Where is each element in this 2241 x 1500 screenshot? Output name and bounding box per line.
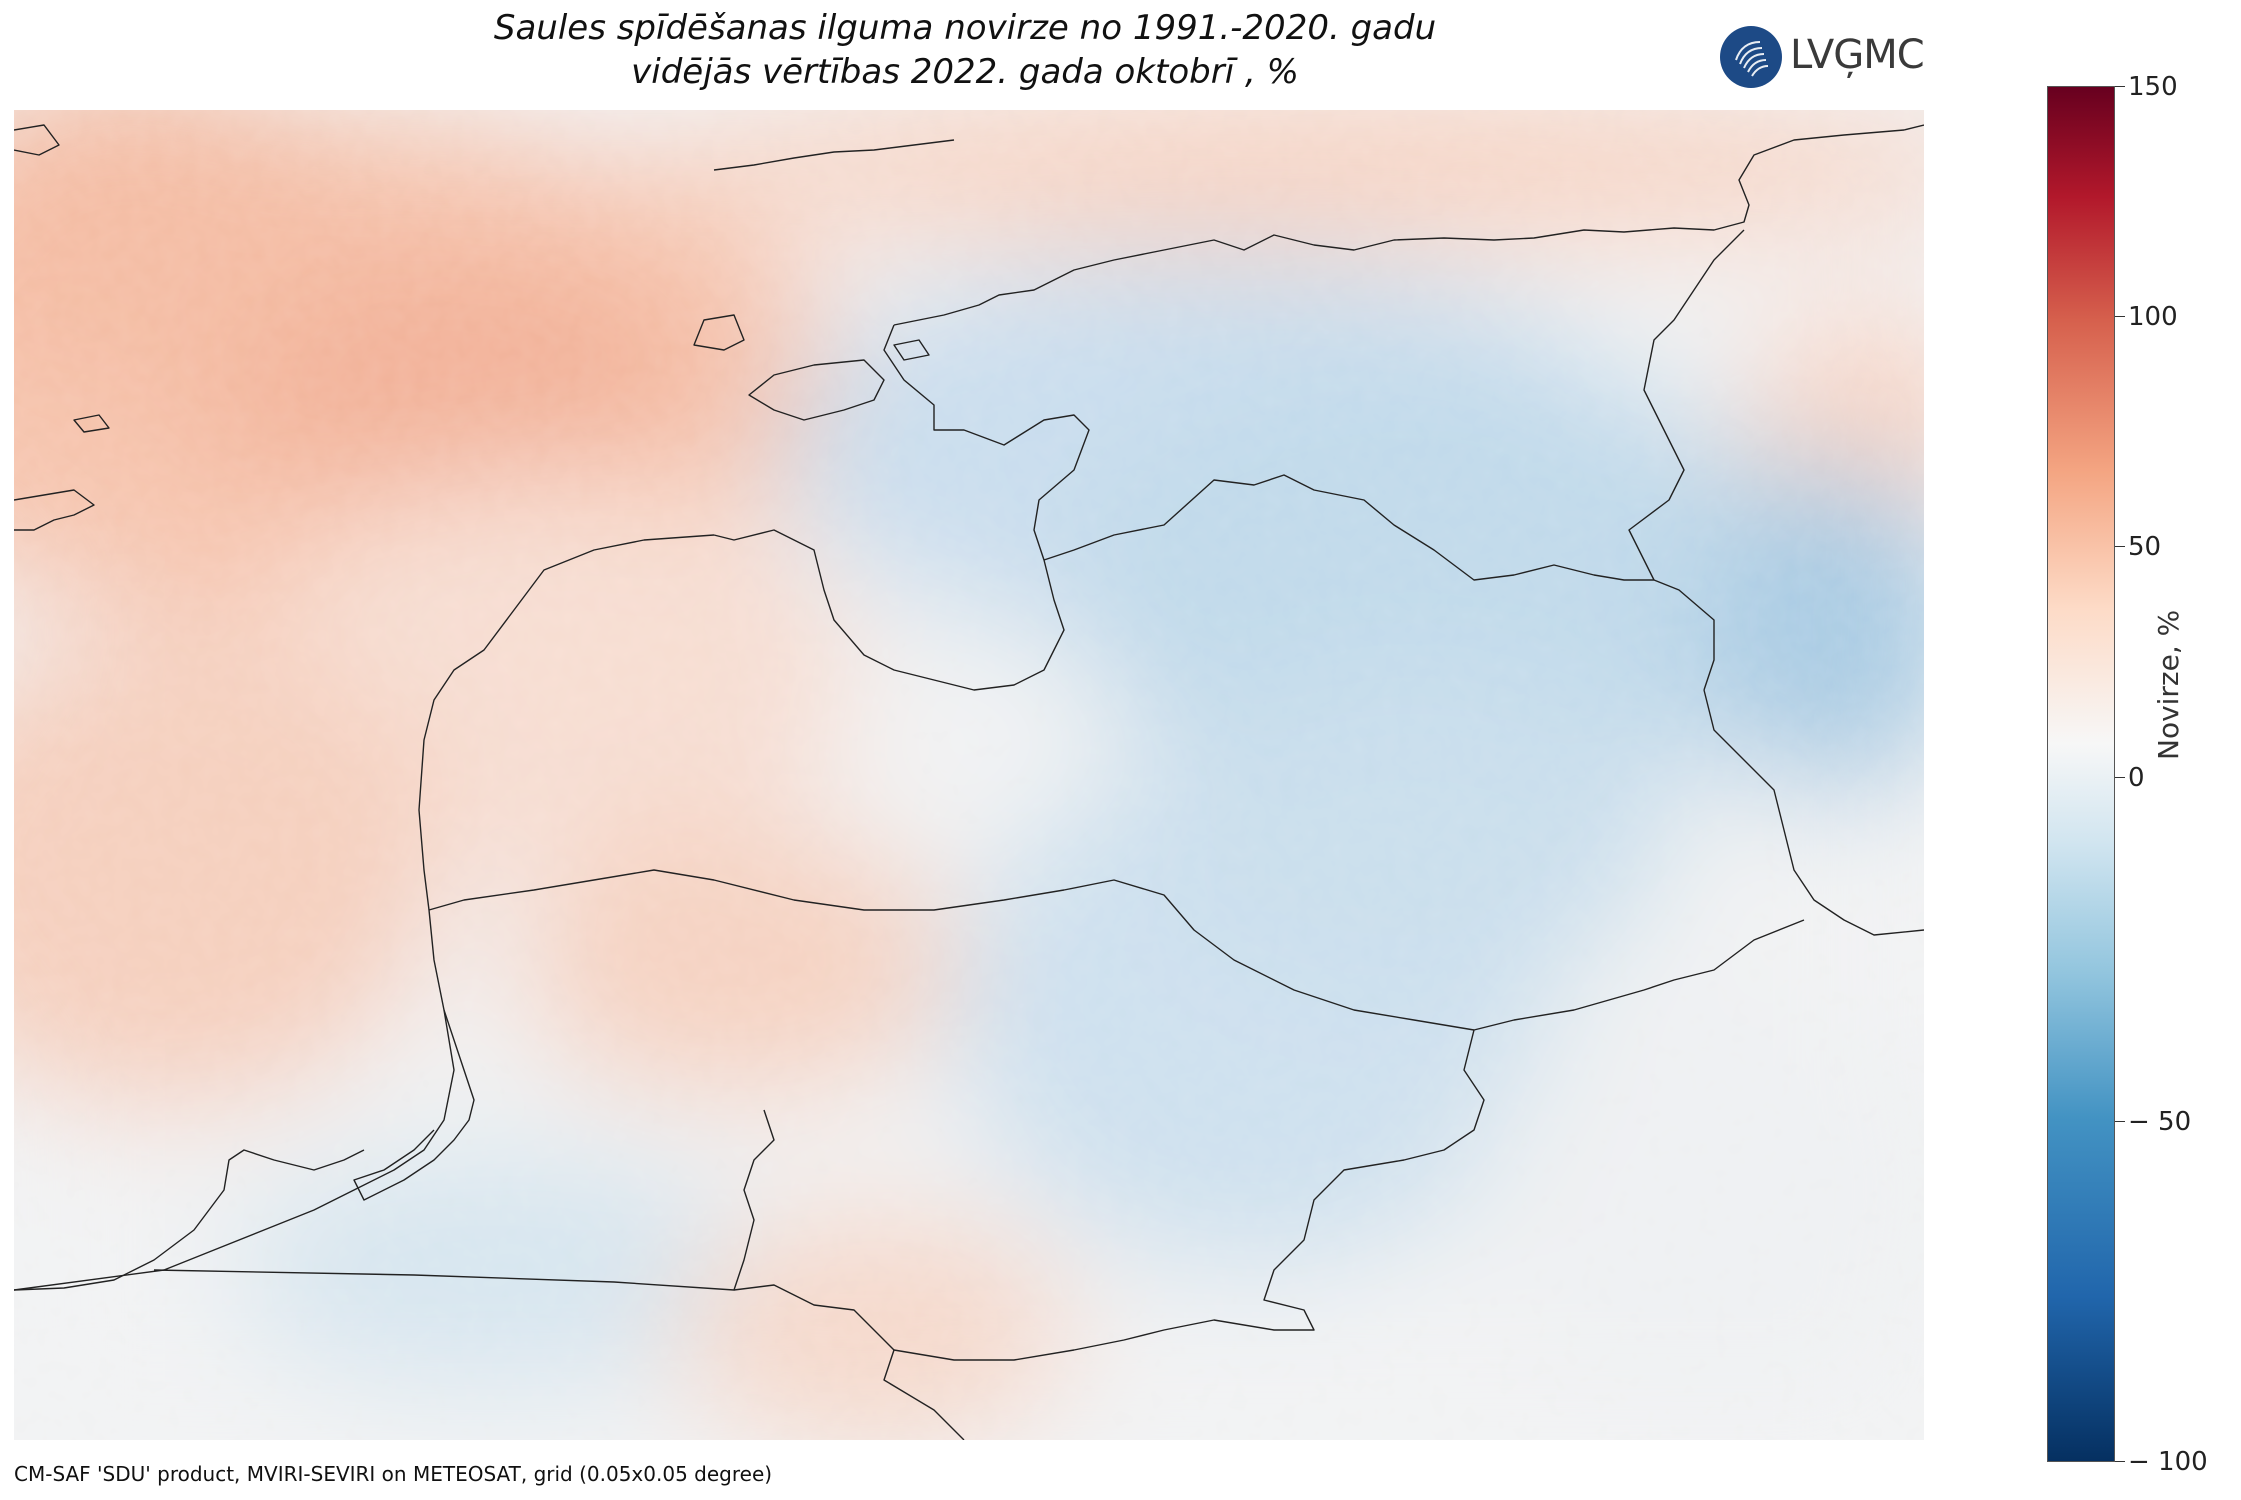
colorbar-tick <box>2115 777 2125 778</box>
gulf-of-riga-coast <box>713 529 1065 691</box>
country-borders <box>14 124 1924 1440</box>
estonia-west-coast <box>883 324 1090 561</box>
data-source-note: CM-SAF 'SDU' product, MVIRI-SEVIRI on ME… <box>14 1462 773 1486</box>
colorbar-tick-label-150: 150 <box>2128 72 2178 102</box>
colorbar-tick <box>2115 86 2125 87</box>
colorbar-tick <box>2115 316 2125 317</box>
colorbar-tick-label-100: 100 <box>2128 302 2178 332</box>
sunshine-anomaly-map <box>14 110 1924 1440</box>
colorbar-tick-label-minus-50: − 50 <box>2128 1107 2192 1137</box>
sweden-coast-fragment <box>14 489 95 531</box>
colorbar-tick <box>2115 546 2125 547</box>
saaremaa-island <box>748 359 885 421</box>
kaliningrad-border <box>153 1109 775 1291</box>
colorbar-tick-label-minus-100: − 100 <box>2128 1447 2208 1477</box>
map-canvas <box>14 110 1924 1440</box>
lithuania-poland-border <box>733 1284 895 1351</box>
estonia-north-coast <box>893 124 1924 326</box>
map-title-line-1: Saules spīdēšanas ilguma novirze no 1991… <box>493 8 1437 48</box>
latvia-lithuania-border <box>428 869 1475 1031</box>
gotland-island <box>73 414 110 433</box>
estonia-latvia-border <box>1043 474 1715 691</box>
lithuania-belarus-border <box>883 1029 1485 1440</box>
kaliningrad-coast <box>14 1149 365 1291</box>
curonian-spit <box>353 1009 475 1201</box>
lvgmc-logo-icon <box>1720 26 1782 88</box>
aland-islands <box>14 124 60 156</box>
latvia-belarus-border <box>1473 919 1805 1031</box>
colorbar-axis-label: Novirze, % <box>2152 609 2185 760</box>
map-noise-texture <box>14 110 1924 1440</box>
map-title-line-2: vidējās vērtības 2022. gada oktobrī , % <box>631 52 1299 92</box>
finland-coast-fragment <box>713 139 955 171</box>
colorbar-tick <box>2115 1121 2125 1122</box>
latvia-coast <box>418 534 715 911</box>
colorbar-tick <box>2115 1461 2125 1462</box>
latvia-east-border <box>1703 689 1924 936</box>
colorbar-tick-label-50: 50 <box>2128 532 2162 562</box>
estonia-russia-border <box>1628 229 1745 581</box>
hiiumaa-island <box>693 314 745 351</box>
colorbar-tick-label-0: 0 <box>2128 763 2145 793</box>
lvgmc-logo: LVĢMC <box>1718 24 1928 92</box>
map-title: Saules spīdēšanas ilguma novirze no 1991… <box>0 6 1930 94</box>
muhu-island <box>893 339 930 361</box>
lvgmc-logo-text: LVĢMC <box>1790 32 1925 78</box>
colorbar <box>2047 86 2115 1462</box>
